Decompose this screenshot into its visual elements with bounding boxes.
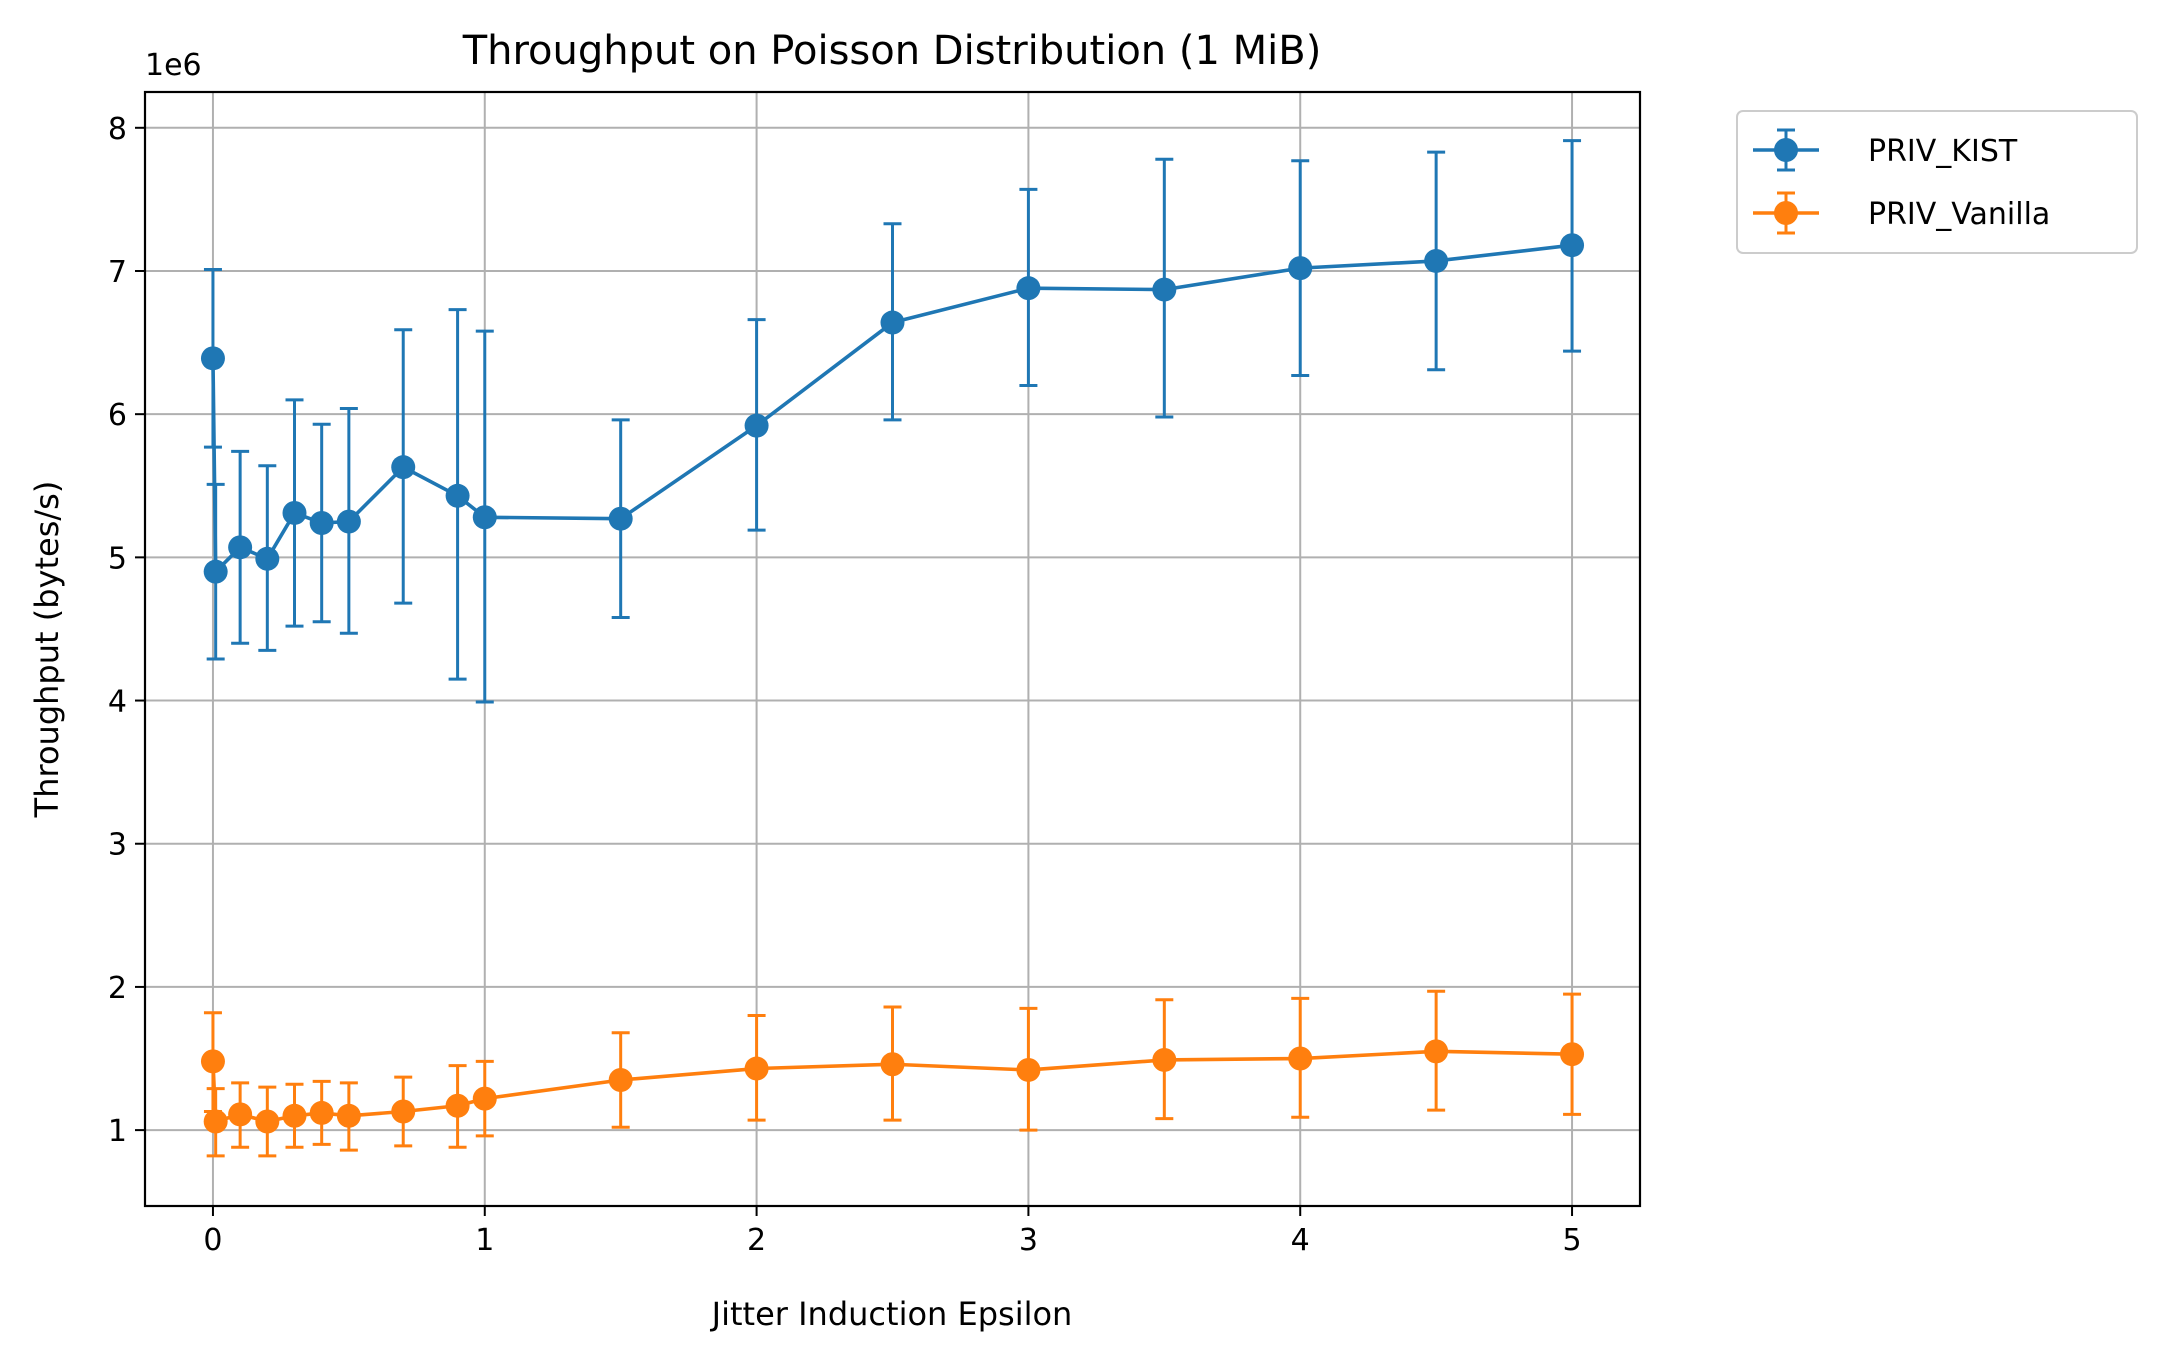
- data-point: [255, 1109, 280, 1134]
- data-point: [744, 1056, 769, 1081]
- data-point: [880, 310, 905, 335]
- data-point: [200, 1049, 225, 1074]
- data-point: [228, 535, 253, 560]
- data-point: [336, 509, 361, 534]
- y-tick-label: 4: [108, 685, 127, 720]
- series-PRIV_Vanilla: [200, 989, 1585, 1158]
- data-point: [1560, 233, 1585, 258]
- data-point: [1288, 256, 1313, 281]
- x-tick-label: 0: [203, 1223, 222, 1258]
- data-point: [1152, 277, 1177, 302]
- data-point: [1288, 1046, 1313, 1071]
- y-tick-label: 3: [108, 828, 127, 863]
- data-point: [203, 559, 228, 584]
- legend: PRIV_KIST PRIV_Vanilla: [1736, 110, 2138, 254]
- series-PRIV_KIST: [200, 139, 1585, 704]
- data-point: [255, 546, 280, 571]
- y-tick-label: 8: [108, 112, 127, 147]
- data-point: [391, 455, 416, 480]
- data-point: [336, 1103, 361, 1128]
- x-tick-label: 1: [475, 1223, 494, 1258]
- data-point: [309, 1100, 334, 1125]
- data-point: [1560, 1042, 1585, 1067]
- data-point: [1424, 1039, 1449, 1064]
- x-axis-label: Jitter Induction Epsilon: [710, 1295, 1073, 1333]
- legend-entry: PRIV_KIST: [1753, 128, 2018, 172]
- data-point: [445, 1093, 470, 1118]
- x-tick-label: 2: [747, 1223, 766, 1258]
- data-point: [1424, 248, 1449, 273]
- y-tick-label: 7: [108, 255, 127, 290]
- data-point: [391, 1099, 416, 1124]
- data-point: [608, 1067, 633, 1092]
- data-point: [445, 483, 470, 508]
- legend-entry: PRIV_Vanilla: [1753, 191, 2050, 235]
- data-point: [472, 1086, 497, 1111]
- series-layer: [200, 139, 1585, 1158]
- data-point: [880, 1052, 905, 1077]
- legend-box: [1736, 110, 2138, 254]
- legend-items: PRIV_KIST PRIV_Vanilla: [1753, 128, 2050, 235]
- tick-layer: 0 1 2 3 4 5 1 2 3 4 5 6 7 8: [108, 112, 1582, 1258]
- y-tick-label: 1: [108, 1114, 127, 1149]
- plot-frame: [143, 90, 1642, 1208]
- y-axis-label: Throughput (bytes/s): [28, 481, 66, 819]
- data-point: [203, 1109, 228, 1134]
- y-tick-label: 6: [108, 398, 127, 433]
- legend-label: PRIV_KIST: [1868, 134, 2018, 169]
- data-point: [1152, 1047, 1177, 1072]
- x-tick-label: 3: [1019, 1223, 1038, 1258]
- legend-label: PRIV_Vanilla: [1868, 197, 2050, 232]
- data-point: [309, 510, 334, 535]
- data-point: [1016, 276, 1041, 301]
- chart-title: Throughput on Poisson Distribution (1 Mi…: [462, 28, 1322, 74]
- x-tick-label: 5: [1562, 1223, 1581, 1258]
- y-tick-label: 2: [108, 971, 127, 1006]
- data-point: [472, 505, 497, 530]
- legend-marker: [1774, 201, 1798, 225]
- data-point: [228, 1102, 253, 1127]
- data-point: [744, 413, 769, 438]
- y-axis-offset-text: 1e6: [145, 48, 202, 83]
- legend-marker: [1774, 138, 1798, 162]
- data-point: [282, 1103, 307, 1128]
- data-point: [608, 506, 633, 531]
- y-tick-label: 5: [108, 541, 127, 576]
- data-point: [200, 346, 225, 371]
- data-point: [282, 500, 307, 525]
- data-point: [1016, 1057, 1041, 1082]
- x-tick-label: 4: [1291, 1223, 1310, 1258]
